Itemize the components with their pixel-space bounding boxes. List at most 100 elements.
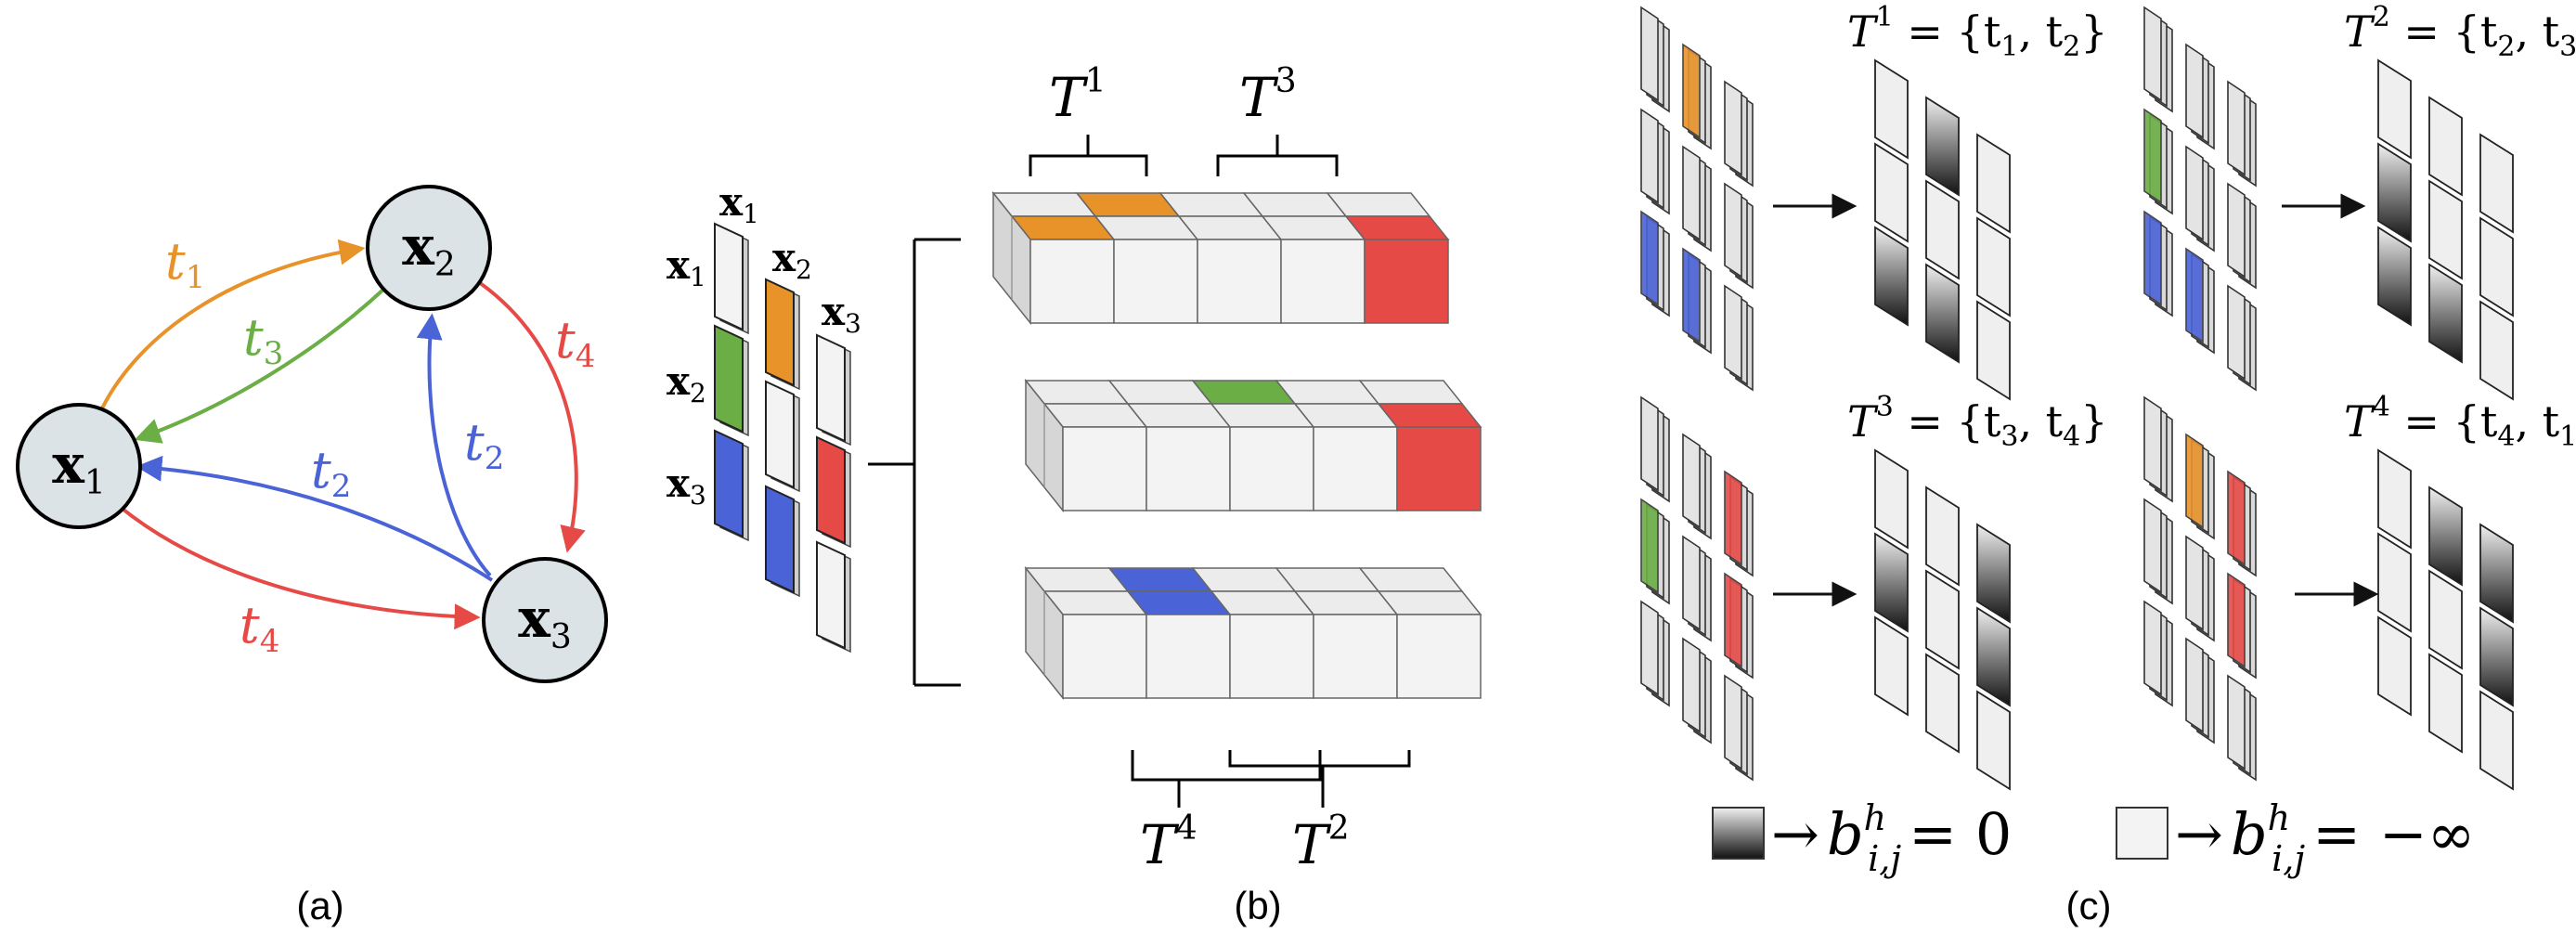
row-header-x3: x3 xyxy=(667,460,706,511)
c-card xyxy=(1640,600,1659,696)
stack-top-cell xyxy=(1377,590,1482,615)
c-card xyxy=(1640,210,1659,306)
legend-text-light: → bh i,j = −∞ xyxy=(2175,797,2475,879)
stack-front-cell xyxy=(1062,426,1147,511)
c-card xyxy=(1640,395,1659,492)
mask-cell xyxy=(1976,216,2011,317)
c-card xyxy=(1682,433,1701,529)
svg-text:x3: x3 xyxy=(518,587,572,656)
node-x2: x2 xyxy=(366,185,492,311)
stack-top-cell xyxy=(1326,192,1431,217)
matrix-card xyxy=(816,333,851,447)
stack-front-cell xyxy=(1029,239,1115,324)
matrix-card xyxy=(714,429,749,542)
matrix-card xyxy=(765,278,800,391)
stack-front-cell xyxy=(1146,614,1231,699)
edge-x3-x1-t2 xyxy=(136,455,494,582)
mask-cell xyxy=(2479,133,2514,234)
mask-cell xyxy=(2428,569,2463,670)
c-card xyxy=(2227,182,2246,278)
c-card xyxy=(2143,210,2162,306)
svg-text:T3 = {t3, t4}: T3 = {t3, t4} xyxy=(1847,391,2108,453)
svg-text:T1 = {t1, t2}: T1 = {t1, t2} xyxy=(1847,1,2108,63)
c-card xyxy=(2143,108,2162,204)
c-card xyxy=(2185,247,2204,343)
matrix-card xyxy=(765,380,800,493)
caption-c: (c) xyxy=(2066,884,2112,927)
mask-cell xyxy=(1925,653,1960,754)
mask-cell xyxy=(2428,263,2463,364)
stack-top-cell xyxy=(1358,380,1464,405)
matrix-card xyxy=(714,324,749,437)
stack-front-cell xyxy=(1396,426,1482,511)
svg-text:x1: x1 xyxy=(52,433,106,502)
c-card xyxy=(2185,145,2204,241)
stack-front-cell xyxy=(1396,614,1482,699)
top-brace-3 xyxy=(1216,135,1339,176)
mask-cell xyxy=(2377,532,2412,633)
row-header-x2: x2 xyxy=(667,358,706,408)
stack-front-cell xyxy=(1146,426,1231,511)
mask-cell xyxy=(1976,523,2011,624)
panel-c: T1 = {t1, t2} T2 = {t2, t3} T3 = {t3, t4… xyxy=(1640,1,2576,927)
block-title-4: T4 = {t4, t1} xyxy=(2344,391,2576,453)
mask-cell xyxy=(1976,606,2011,707)
c-card xyxy=(1682,535,1701,631)
c-card xyxy=(2227,674,2246,770)
col-header-x1: x1 xyxy=(719,179,759,229)
mask-cell xyxy=(2479,523,2514,624)
c-card xyxy=(2185,433,2204,529)
legend-text-dark: → bh i,j = 0 xyxy=(1771,797,2012,879)
c-card xyxy=(2185,535,2204,631)
stack-front-cell xyxy=(1062,614,1147,699)
top-brace-label-1: T1 xyxy=(1049,62,1107,129)
c-card xyxy=(2227,284,2246,381)
block-title-2: T2 = {t2, t3} xyxy=(2344,1,2576,63)
stack-front-cell xyxy=(1364,239,1449,324)
c-card xyxy=(2185,637,2204,733)
stack-front-cell xyxy=(1113,239,1198,324)
mask-cell xyxy=(1874,142,1909,243)
bottom-brace-label-2: T2 xyxy=(1292,809,1350,876)
c-card xyxy=(2143,498,2162,594)
bottom-brace-2 xyxy=(1228,750,1411,808)
mask-cell xyxy=(2479,690,2514,791)
c-card xyxy=(1724,470,1742,566)
mask-cell xyxy=(2377,226,2412,327)
mask-cell xyxy=(1874,532,1909,633)
c-card xyxy=(1682,43,1701,139)
mask-cell xyxy=(1925,569,1960,670)
edge-label-t2-lower: t2 xyxy=(311,441,351,505)
mask-cell xyxy=(1874,226,1909,327)
matrix-card xyxy=(816,435,851,549)
c-card xyxy=(2227,470,2246,566)
stack-top-cell xyxy=(1377,403,1482,428)
mask-cell xyxy=(2428,179,2463,280)
legend-swatch-light xyxy=(2116,807,2168,860)
mask-cell xyxy=(2479,300,2514,401)
edge-label-t2-upper: t2 xyxy=(464,413,504,477)
mask-cell xyxy=(1874,615,1909,717)
stack-top-cell xyxy=(1358,567,1464,592)
node-x3: x3 xyxy=(482,557,608,683)
c-card xyxy=(2143,395,2162,492)
matrix-card xyxy=(714,222,749,335)
bracket xyxy=(868,238,961,687)
c-card xyxy=(1682,145,1701,241)
top-brace-1 xyxy=(1029,135,1148,176)
mask-cell xyxy=(1874,448,1909,550)
edge-x3-x2-t2 xyxy=(416,313,492,577)
block-1 xyxy=(1640,6,2011,401)
mask-cell xyxy=(2377,615,2412,717)
matrix-card xyxy=(765,485,800,598)
mask-cell xyxy=(1976,690,2011,791)
mask-cell xyxy=(2428,96,2463,197)
edge-label-t1: t1 xyxy=(165,232,205,296)
legend: → bh i,j = 0 → bh i,j = −∞ xyxy=(1712,797,2475,879)
row-header-x1: x1 xyxy=(667,242,706,292)
mask-cell xyxy=(1976,133,2011,234)
c-card xyxy=(2143,6,2162,102)
mask-cell xyxy=(2377,142,2412,243)
mask-cell xyxy=(1976,300,2011,401)
